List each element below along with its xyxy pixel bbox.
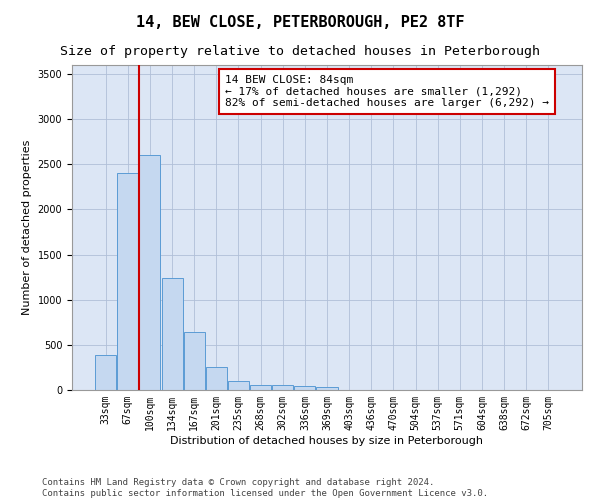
Text: Size of property relative to detached houses in Peterborough: Size of property relative to detached ho… bbox=[60, 45, 540, 58]
Bar bbox=[139, 156, 160, 390]
Text: 14 BEW CLOSE: 84sqm
← 17% of detached houses are smaller (1,292)
82% of semi-det: 14 BEW CLOSE: 84sqm ← 17% of detached ho… bbox=[225, 74, 549, 108]
Bar bbox=[295, 386, 316, 390]
Text: Contains HM Land Registry data © Crown copyright and database right 2024.
Contai: Contains HM Land Registry data © Crown c… bbox=[42, 478, 488, 498]
Bar bbox=[250, 384, 271, 390]
Y-axis label: Number of detached properties: Number of detached properties bbox=[22, 140, 32, 315]
Bar bbox=[95, 355, 116, 390]
Bar bbox=[228, 382, 249, 390]
Bar bbox=[184, 332, 205, 390]
Bar bbox=[272, 385, 293, 390]
Bar bbox=[316, 388, 338, 390]
X-axis label: Distribution of detached houses by size in Peterborough: Distribution of detached houses by size … bbox=[170, 436, 484, 446]
Text: 14, BEW CLOSE, PETERBOROUGH, PE2 8TF: 14, BEW CLOSE, PETERBOROUGH, PE2 8TF bbox=[136, 15, 464, 30]
Bar bbox=[118, 174, 139, 390]
Bar bbox=[206, 366, 227, 390]
Bar bbox=[161, 278, 182, 390]
